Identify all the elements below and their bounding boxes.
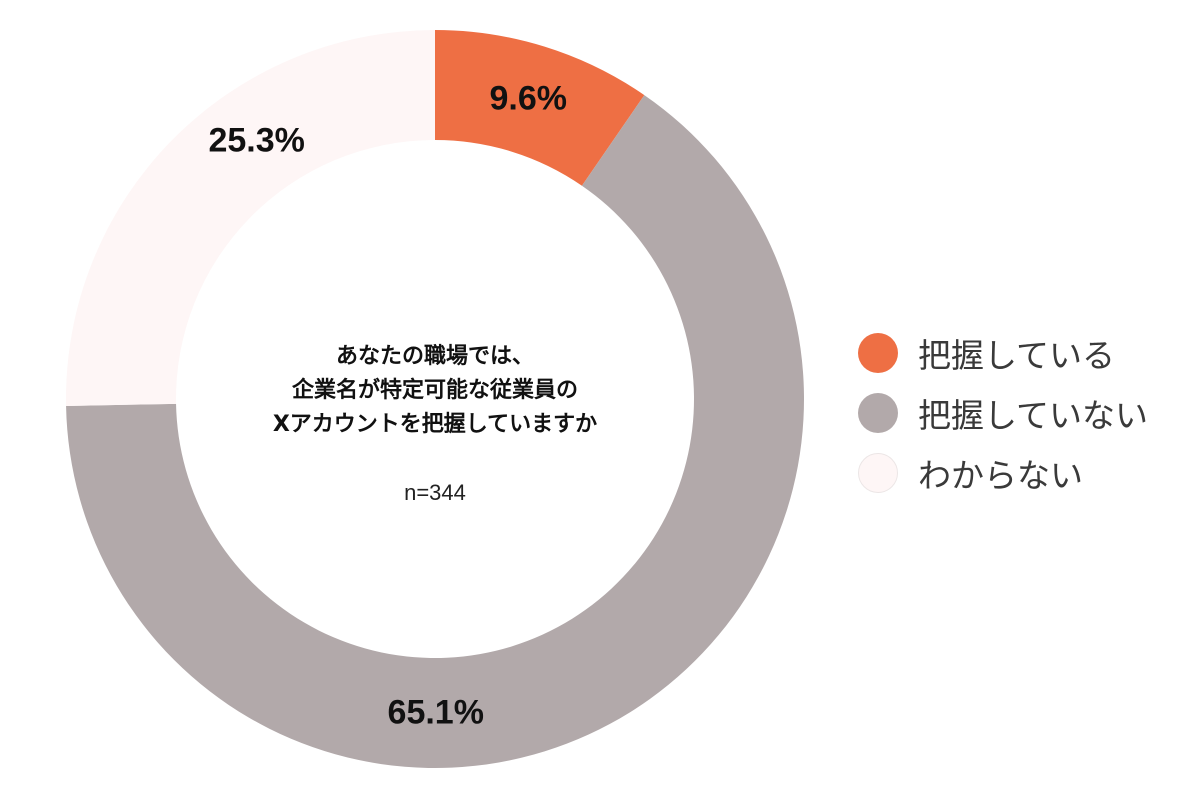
sample-size: n=344	[404, 480, 466, 505]
legend-item-aware: 把握している	[858, 323, 1148, 383]
slice-label-aware: 9.6%	[489, 79, 568, 118]
slice-label-not-aware: 65.1%	[387, 693, 484, 732]
slice-not-aware	[66, 95, 804, 769]
legend-label: 把握していない	[918, 396, 1149, 435]
legend-item-not-aware: 把握していない	[858, 383, 1148, 443]
question-line-1: あなたの職場では、	[335, 344, 534, 369]
question-line-3: Xアカウントを把握していますか	[272, 412, 598, 437]
legend-swatch-icon	[858, 453, 898, 493]
legend-label: 把握している	[918, 336, 1116, 375]
legend-swatch-icon	[858, 393, 898, 433]
slice-aware	[435, 30, 645, 186]
slice-label-unknown: 25.3%	[208, 121, 305, 160]
chart-center-caption: あなたの職場では、 企業名が特定可能な従業員の Xアカウントを把握していますか …	[205, 340, 665, 506]
legend-item-unknown: わからない	[858, 443, 1148, 503]
legend-label: わからない	[918, 456, 1083, 495]
legend: 把握している 把握していない わからない	[858, 323, 1148, 503]
slice-unknown	[66, 30, 435, 406]
legend-swatch-icon	[858, 333, 898, 373]
question-line-2: 企業名が特定可能な従業員の	[291, 378, 578, 403]
